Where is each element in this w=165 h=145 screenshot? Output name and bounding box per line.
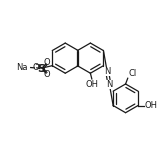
Text: O: O xyxy=(32,63,39,72)
Text: Cl: Cl xyxy=(129,69,137,78)
Text: O: O xyxy=(44,70,50,79)
Text: Na: Na xyxy=(16,63,28,72)
Text: OH: OH xyxy=(144,101,157,110)
Text: N: N xyxy=(106,80,113,89)
Text: S: S xyxy=(37,64,45,74)
Text: −: − xyxy=(34,62,40,68)
Text: OH: OH xyxy=(85,80,98,89)
Text: N: N xyxy=(104,67,110,76)
Text: O: O xyxy=(44,58,50,67)
